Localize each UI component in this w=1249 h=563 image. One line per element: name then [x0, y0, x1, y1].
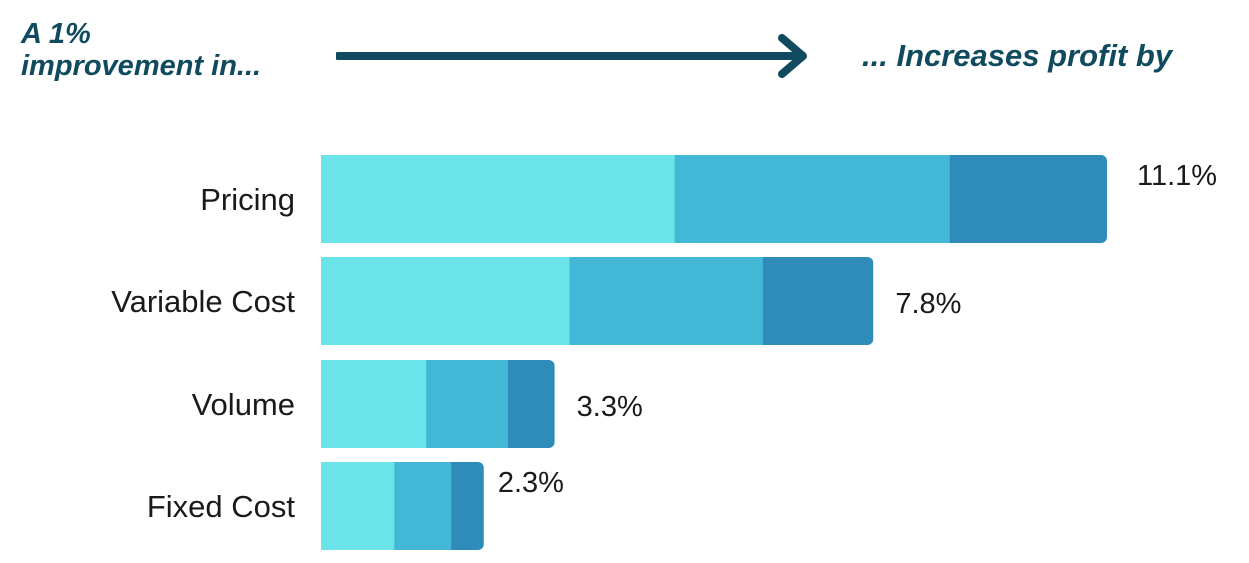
header-left-line1: A 1% [21, 18, 91, 50]
category-label: Pricing [200, 182, 295, 217]
bar-segment [394, 462, 452, 550]
bar-segment [426, 360, 509, 448]
category-label: Fixed Cost [147, 489, 296, 524]
value-label: 11.1% [1137, 160, 1217, 192]
category-label: Volume [192, 387, 295, 422]
bar-segment [321, 462, 395, 550]
header-right: ... Increases profit by [862, 38, 1173, 73]
bar-segment [949, 155, 1107, 243]
bar-segment [321, 257, 571, 345]
value-label: 2.3% [498, 467, 564, 499]
value-label: 3.3% [577, 391, 643, 423]
bar-segment [762, 257, 874, 345]
bar-segment [321, 360, 427, 448]
value-label: 7.8% [895, 288, 961, 320]
bar-segment [451, 462, 484, 550]
header-left: A 1% improvement in... [21, 18, 261, 82]
right-arrow-icon [336, 34, 807, 78]
bar-pricing: Pricing 11.1% [200, 155, 1217, 243]
header-left-line2: improvement in... [21, 50, 262, 82]
bar-segment [321, 155, 676, 243]
bar-segment [569, 257, 764, 345]
bar-variable-cost: Variable Cost 7.8% [111, 257, 961, 345]
bar-segment [507, 360, 555, 448]
bar-segment [674, 155, 951, 243]
bar-fixed-cost: Fixed Cost 2.3% [147, 462, 564, 550]
bar-volume: Volume 3.3% [192, 360, 643, 448]
category-label: Variable Cost [111, 284, 295, 319]
